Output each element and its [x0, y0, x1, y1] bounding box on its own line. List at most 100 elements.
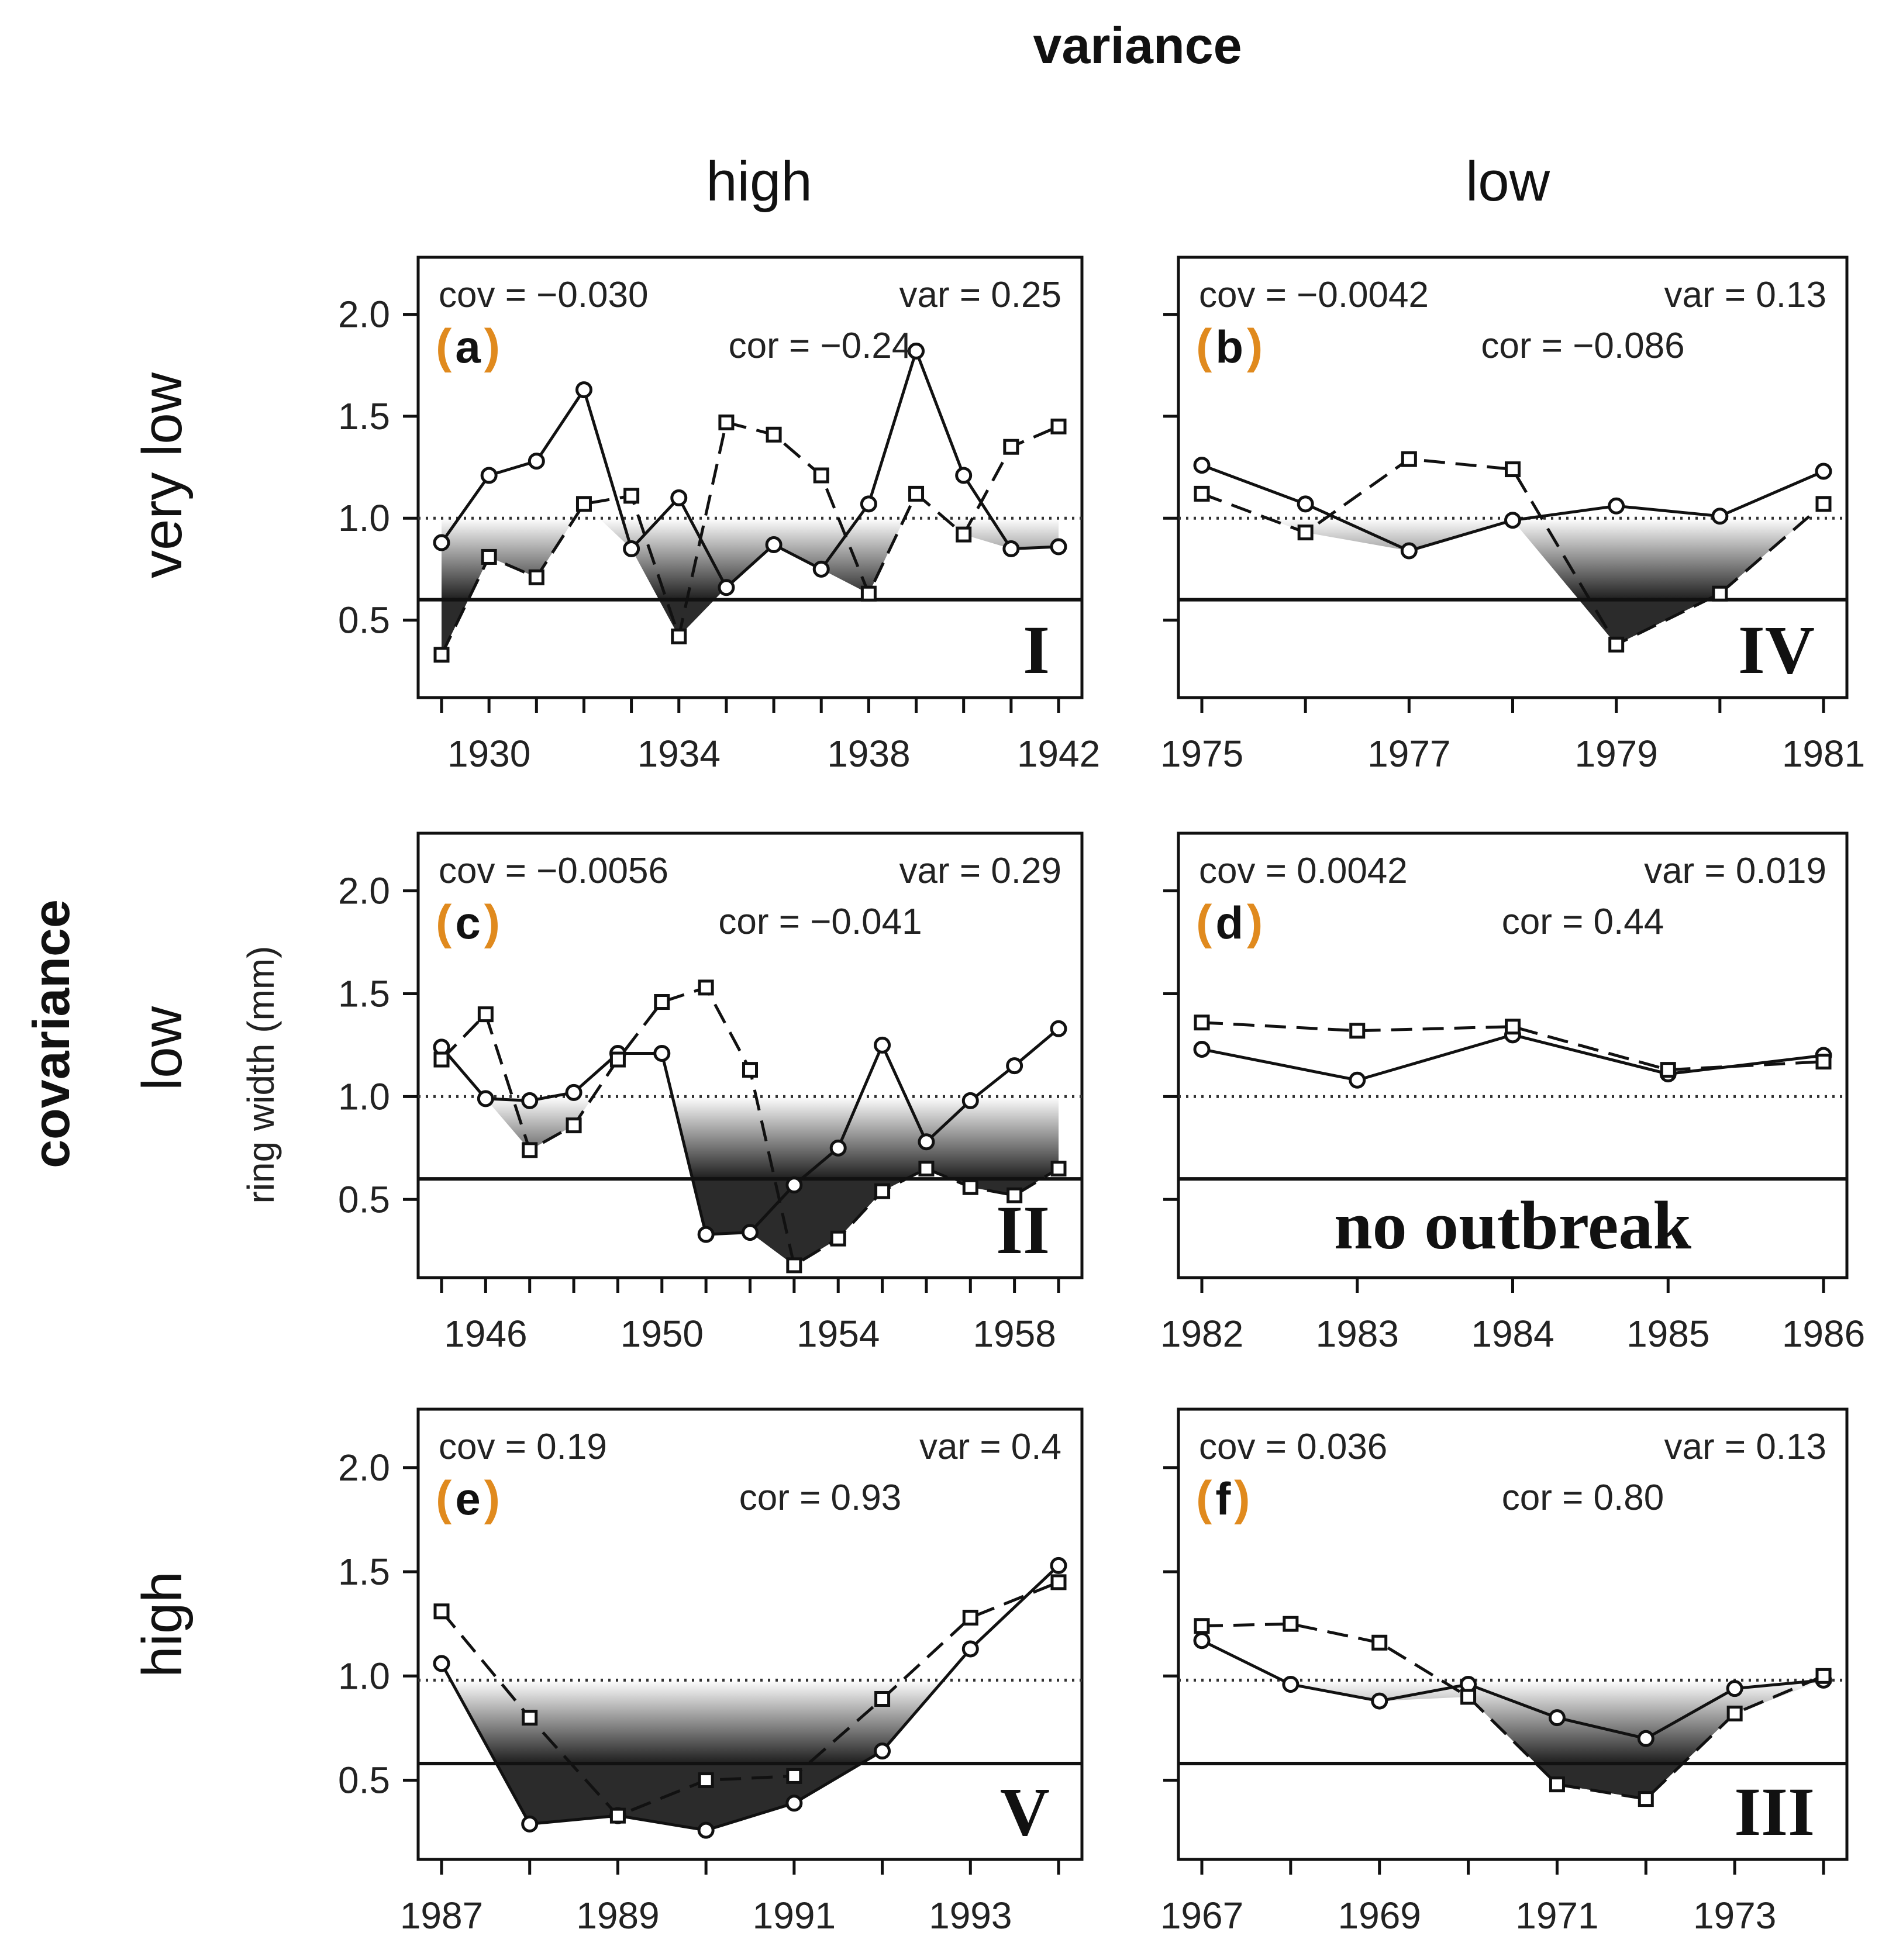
host-data-point [765, 536, 783, 554]
x-tick-label: 1958 [973, 1313, 1056, 1355]
cov-label: cov = −0.0056 [439, 851, 668, 891]
nonhost-data-point [575, 496, 592, 512]
host-data-point [718, 579, 735, 596]
nonhost-data-point [786, 1257, 802, 1274]
no-outbreak-label: no outbreak [1334, 1187, 1691, 1264]
var-label: var = 0.29 [899, 851, 1061, 891]
nonhost-data-point [1608, 636, 1625, 653]
host-data-point [785, 1176, 803, 1194]
nonhost-data-point [1194, 1014, 1210, 1031]
nonhost-data-point [766, 426, 782, 443]
y-tick-label: 1.5 [338, 972, 390, 1014]
host-data-point [829, 1139, 847, 1157]
host-series-line [440, 349, 1059, 589]
host-data-point [528, 453, 545, 470]
cor-label: cor = 0.93 [739, 1478, 901, 1518]
deficit-shade [442, 518, 575, 655]
host-data-point [908, 342, 925, 360]
plot-frame [1177, 1407, 1849, 1861]
panel-a: 0.5 1.0 1.5 2.0 1930 1934 1938 1942 cov = −0.030… [338, 256, 1100, 775]
x-tick-label: 1982 [1160, 1313, 1243, 1355]
outbreak-shade [692, 1179, 906, 1265]
y-tick-label: 1.0 [338, 1075, 390, 1117]
host-data-point [1193, 1632, 1211, 1650]
nonhost-data-point [566, 1117, 582, 1134]
cor-label: cor = −0.041 [718, 902, 922, 942]
x-tick-label: 1938 [827, 733, 910, 775]
nonhost-data-point [1007, 1187, 1023, 1203]
y-tick-label: 2.0 [338, 1447, 390, 1489]
variance-header: variance [1033, 16, 1242, 74]
nonhost-data-point [813, 467, 829, 484]
nonhost-series-line [1201, 1021, 1824, 1072]
host-data-point [1815, 463, 1832, 480]
covariance-header: covariance [22, 899, 80, 1168]
host-data-point [918, 1133, 935, 1151]
outbreak-class-label: II [996, 1192, 1050, 1268]
panel-d: 1982 1983 1984 1985 1986 cov = 0.0042 var = 0.… [1160, 831, 1865, 1355]
y-tick-label: 0.5 [338, 599, 390, 641]
nonhost-data-point [1505, 461, 1521, 478]
host-data-point [670, 489, 688, 506]
host-data-point [575, 381, 592, 399]
host-data-point [874, 1036, 891, 1054]
panel-letter: (d) [1196, 896, 1263, 949]
nonhost-data-point [623, 488, 640, 504]
nonhost-data-point [1815, 1054, 1832, 1070]
host-data-point [1711, 508, 1729, 525]
host-series-line [1201, 1639, 1824, 1740]
x-tick-label: 1930 [447, 733, 530, 775]
var-label: var = 0.13 [1664, 275, 1826, 315]
plot-frame [416, 256, 1084, 699]
x-tick-label: 1991 [753, 1895, 836, 1937]
host-data-point [1637, 1730, 1654, 1747]
nonhost-data-point [1712, 585, 1728, 602]
host-data-point [1050, 1557, 1067, 1574]
panel-letter: (f) [1196, 1472, 1250, 1525]
nonhost-data-point [1050, 1574, 1067, 1590]
nonhost-data-point [609, 1051, 626, 1068]
covariance-row-very-low: very low [131, 372, 194, 578]
host-data-point [1193, 1040, 1211, 1058]
nonhost-data-point [1401, 451, 1417, 467]
var-label: var = 0.019 [1644, 851, 1826, 891]
var-label: var = 0.25 [899, 275, 1061, 315]
host-data-point [480, 467, 498, 484]
nonhost-data-point [1283, 1616, 1299, 1632]
nonhost-series-line [1201, 1622, 1824, 1801]
host-data-point [1193, 457, 1211, 474]
nonhost-data-point [522, 1710, 538, 1726]
host-data-point [433, 1655, 450, 1672]
x-tick-label: 1984 [1471, 1313, 1554, 1355]
host-data-point [521, 1815, 539, 1833]
panel-letter: (e) [436, 1472, 500, 1525]
host-data-point [1282, 1676, 1300, 1693]
nonhost-data-point [956, 526, 972, 543]
nonhost-data-point [830, 1230, 846, 1247]
nonhost-data-point [1638, 1791, 1654, 1807]
var-label: var = 0.4 [919, 1427, 1061, 1467]
host-data-point [812, 560, 830, 578]
cov-label: cov = 0.036 [1199, 1427, 1387, 1467]
nonhost-data-point [433, 647, 450, 663]
nonhost-data-point [654, 994, 670, 1010]
host-data-point [697, 1226, 715, 1243]
x-tick-label: 1986 [1782, 1313, 1865, 1355]
host-data-point [521, 1092, 539, 1109]
var-label: var = 0.13 [1664, 1427, 1826, 1467]
host-data-point [742, 1224, 759, 1241]
nonhost-data-point [918, 1161, 935, 1177]
host-data-point [1400, 542, 1418, 560]
x-tick-label: 1973 [1693, 1895, 1776, 1937]
nonhost-data-point [433, 1603, 450, 1620]
panel-letter: (a) [436, 320, 500, 373]
nonhost-data-point [1660, 1062, 1676, 1078]
host-data-point [1002, 540, 1020, 558]
nonhost-data-point [609, 1807, 626, 1824]
nonhost-data-point [786, 1768, 802, 1784]
nonhost-data-point [1050, 418, 1067, 434]
outbreak-class-label: IV [1738, 612, 1815, 688]
x-tick-label: 1993 [929, 1895, 1012, 1937]
x-tick-label: 1971 [1515, 1895, 1598, 1937]
plot-frame [416, 1407, 1084, 1861]
